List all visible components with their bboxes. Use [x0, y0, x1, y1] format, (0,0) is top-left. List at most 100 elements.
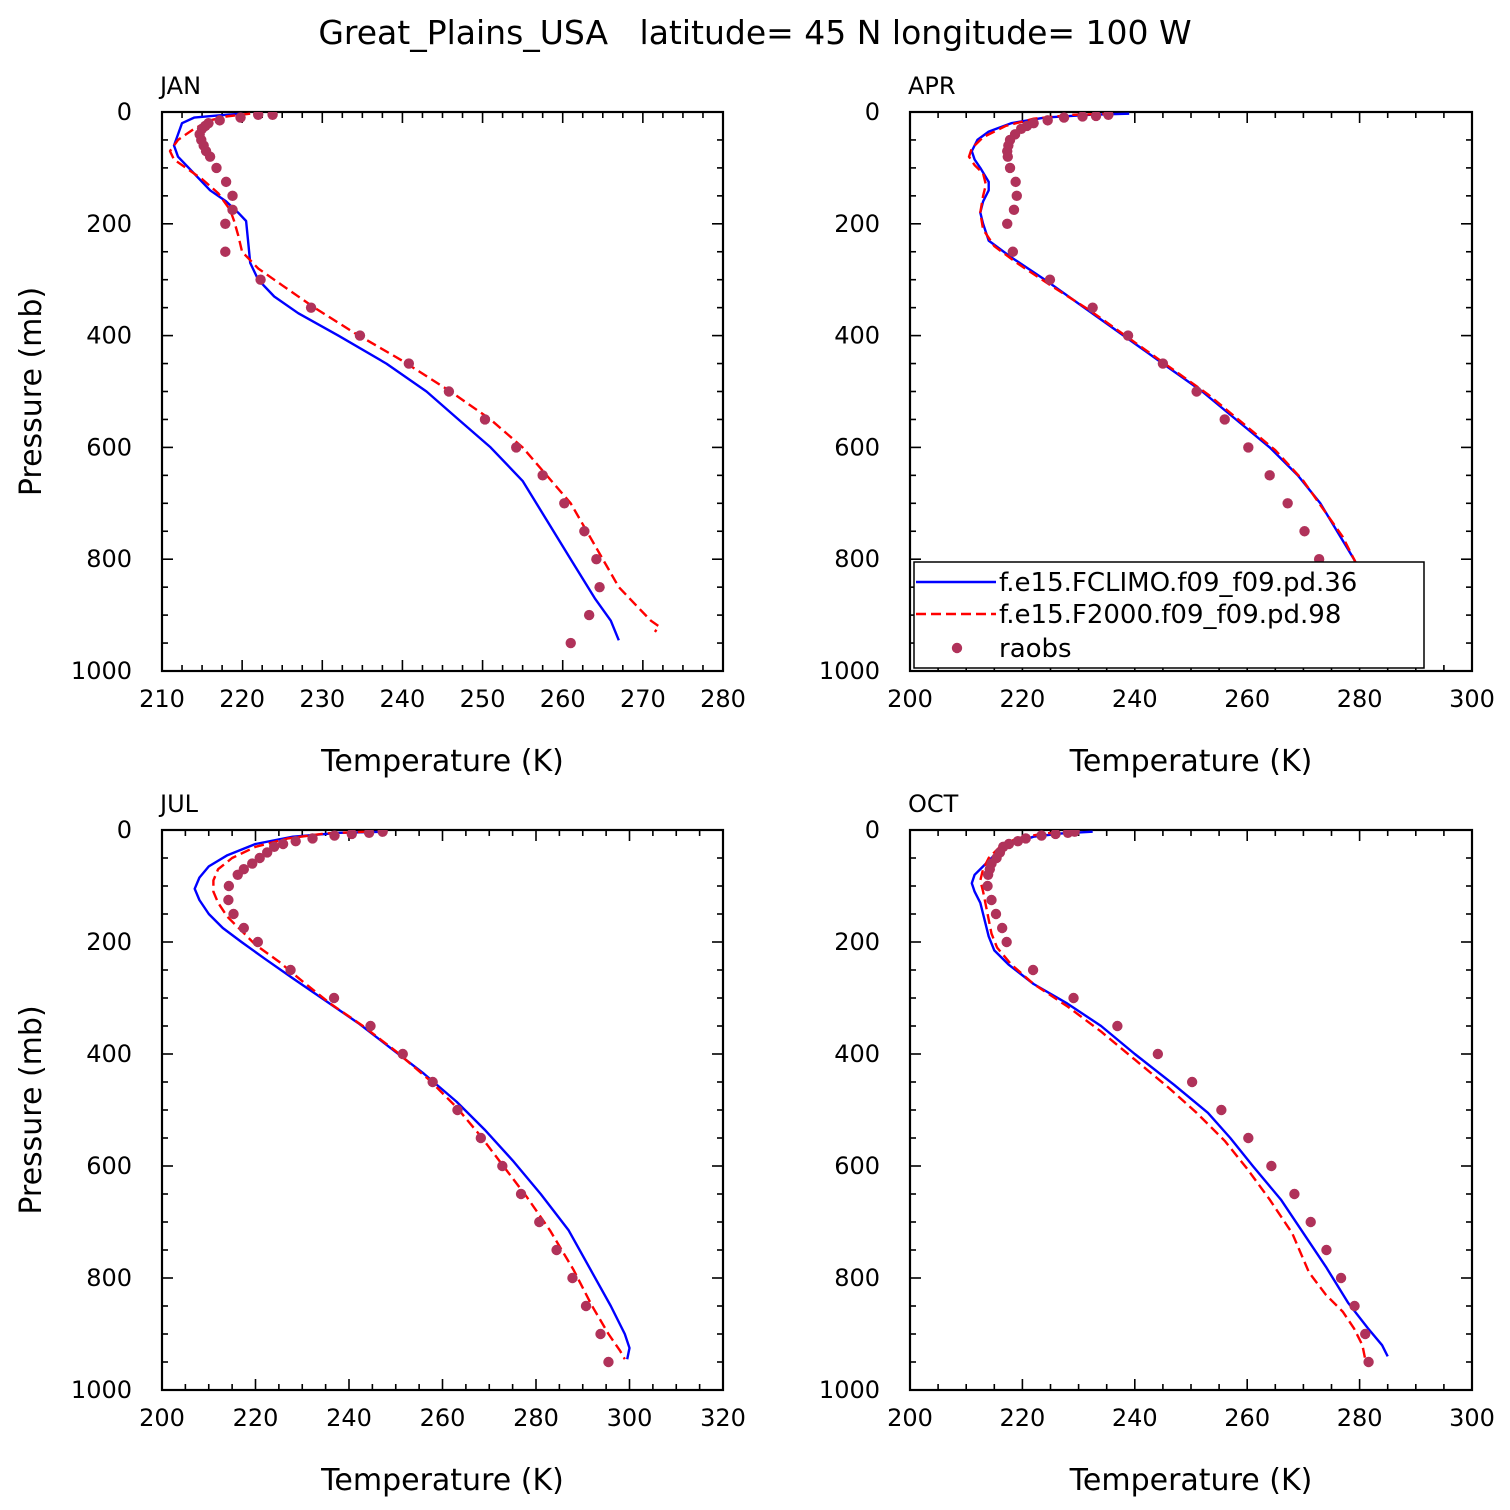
x-tick-label: 300 — [1449, 685, 1495, 713]
raobs-point — [551, 1244, 562, 1256]
raobs-point — [559, 498, 570, 509]
y-tick-label: 1000 — [71, 1376, 132, 1404]
data-layer — [970, 830, 1389, 1368]
x-tick-label: 220 — [999, 685, 1045, 713]
raobs-point — [1299, 526, 1310, 537]
series-line-f2000 — [212, 830, 626, 1360]
raobs-point — [595, 1328, 606, 1340]
raobs-point — [252, 936, 264, 948]
raobs-point — [1191, 386, 1202, 397]
panels-group: 210 220 230 240 250 260 270 280 0 200 400 600 800 100… — [14, 72, 1495, 1498]
raobs-point — [403, 358, 415, 369]
legend-label: raobs — [999, 634, 1072, 664]
raobs-point — [254, 852, 265, 864]
y-tick-label: 400 — [834, 322, 880, 350]
series-line-fclimo — [172, 112, 620, 641]
raobs-point — [1282, 498, 1293, 509]
raobs-point — [1157, 358, 1169, 369]
x-tick-label: 250 — [460, 685, 506, 713]
raobs-point — [996, 922, 1008, 934]
panel-jan: 210 220 230 240 250 260 270 280 0 200 400 600 800 100… — [14, 72, 746, 779]
y-tick-label: 0 — [865, 98, 880, 126]
raobs-point — [475, 1132, 487, 1144]
raobs-point — [1050, 830, 1061, 840]
raobs-point — [365, 1020, 376, 1032]
raobs-point — [1001, 936, 1012, 948]
raobs-point — [1020, 833, 1031, 844]
raobs-point — [277, 838, 289, 850]
y-tick-label: 600 — [834, 433, 880, 461]
raobs-point — [1027, 964, 1039, 976]
raobs-point — [204, 151, 216, 162]
raobs-point — [479, 414, 491, 425]
panel-jul: 200 220 240 260 280 300 320 0 200 400 600 800 1000 JU… — [14, 790, 746, 1498]
y-tick-label: 200 — [834, 210, 880, 238]
raobs-point — [247, 858, 258, 869]
raobs-point — [261, 847, 273, 858]
series-line-fclimo — [970, 830, 1389, 1357]
raobs-point — [1335, 1272, 1347, 1284]
y-tick-label: 800 — [834, 1264, 880, 1292]
x-axis-label: Temperature (K) — [1069, 744, 1313, 779]
x-tick-label: 300 — [607, 1404, 653, 1432]
x-tick-label: 230 — [299, 685, 345, 713]
x-tick-label: 260 — [420, 1404, 466, 1432]
raobs-point — [307, 833, 318, 844]
raobs-point — [452, 1104, 463, 1116]
x-tick-label: 220 — [219, 685, 265, 713]
raobs-point — [443, 386, 455, 397]
x-tick-label: 210 — [139, 685, 185, 713]
raobs-point — [580, 1300, 592, 1312]
raobs-point — [1002, 151, 1013, 162]
raobs-point — [1243, 442, 1254, 453]
raobs-point — [565, 637, 576, 649]
data-layer — [193, 830, 631, 1368]
raobs-point — [497, 1160, 508, 1172]
raobs-point — [1011, 190, 1022, 202]
legend-item-marker: raobs — [951, 634, 1072, 664]
raobs-point — [397, 1048, 408, 1060]
raobs-point — [223, 894, 234, 906]
raobs-point — [1068, 992, 1079, 1004]
raobs-point — [255, 274, 266, 285]
raobs-point — [1305, 1216, 1316, 1228]
x-axis-label: Temperature (K) — [320, 1463, 564, 1498]
series-line-f2000 — [967, 112, 1384, 636]
panel-label: OCT — [908, 790, 959, 818]
raobs-point — [594, 581, 605, 593]
raobs-point — [346, 830, 358, 840]
y-tick-label: 1000 — [819, 1376, 880, 1404]
panel-label: APR — [908, 72, 956, 100]
raobs-point — [1010, 176, 1021, 188]
raobs-point — [223, 880, 235, 892]
plot-frame — [160, 110, 725, 673]
raobs-point — [1152, 1048, 1164, 1060]
x-axis-label: Temperature (K) — [320, 744, 564, 779]
panel-oct: 200 220 240 260 280 300 0 200 400 600 800 1000 OCT Te… — [819, 790, 1495, 1498]
raobs-point — [1077, 112, 1088, 122]
raobs-point — [354, 330, 366, 341]
raobs-point — [567, 1272, 578, 1284]
raobs-point — [1122, 330, 1134, 341]
raobs-point — [603, 1356, 614, 1368]
y-tick-label: 0 — [117, 816, 132, 844]
raobs-point — [285, 964, 296, 976]
raobs-point — [1007, 246, 1019, 257]
raobs-point — [329, 830, 340, 841]
raobs-point — [982, 880, 993, 892]
series-line-f2000 — [168, 112, 661, 633]
raobs-point — [534, 1216, 545, 1228]
legend: f.e15.FCLIMO.f09_f09.pd.36f.e15.F2000.f0… — [913, 561, 1425, 669]
x-tick-label: 320 — [700, 1404, 746, 1432]
y-tick-label: 400 — [834, 1040, 880, 1068]
raobs-point — [982, 869, 994, 880]
x-tick-label: 280 — [513, 1404, 559, 1432]
raobs-point — [1087, 302, 1098, 313]
raobs-point — [1090, 112, 1102, 122]
raobs-point — [1360, 1328, 1371, 1340]
y-tick-label: 200 — [86, 928, 132, 956]
series-line-f2000 — [979, 830, 1367, 1360]
raobs-point — [1103, 112, 1114, 120]
figure-title: Great_Plains_USA latitude= 45 N longitud… — [318, 13, 1191, 52]
